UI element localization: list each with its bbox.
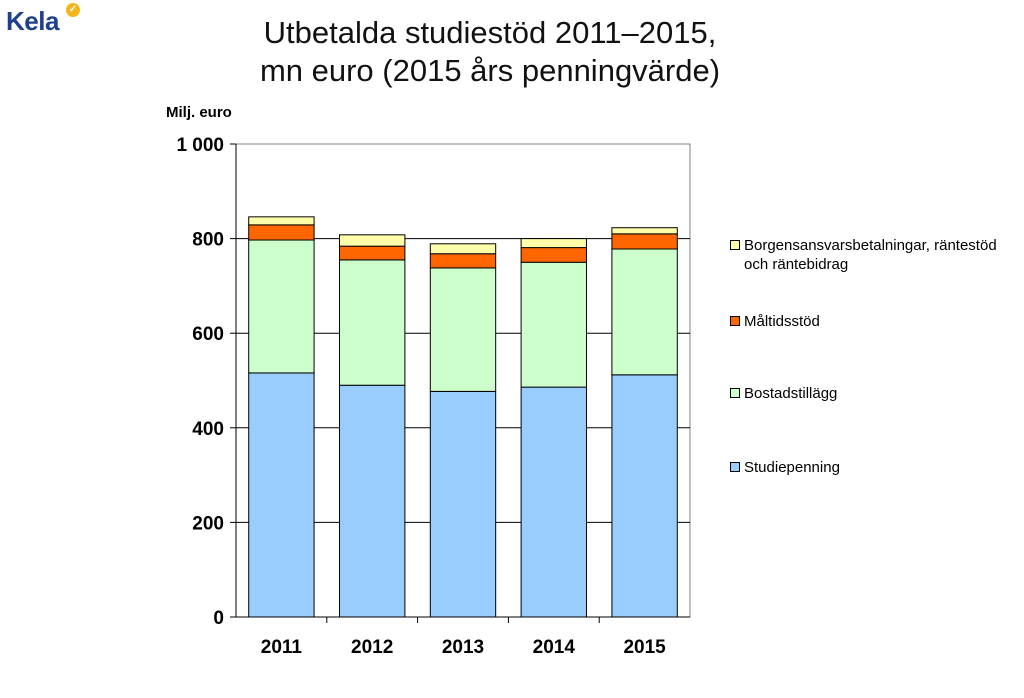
kela-logo: Kela ✓ bbox=[6, 2, 86, 42]
legend-swatch bbox=[730, 462, 740, 472]
legend-label: Bostadstillägg bbox=[744, 385, 838, 402]
bar-segment bbox=[339, 384, 406, 618]
bar-segment bbox=[520, 261, 587, 388]
bar-segment bbox=[429, 253, 497, 269]
bar-segment bbox=[248, 224, 315, 241]
chart-title-line-1: Utbetalda studiestöd 2011–2015, bbox=[263, 15, 717, 50]
x-tick-label: 2015 bbox=[623, 637, 666, 658]
bar-segment bbox=[248, 239, 315, 374]
legend-label: Studiepenning bbox=[744, 459, 840, 476]
bar-segment bbox=[520, 247, 587, 263]
bar-segment bbox=[520, 386, 587, 618]
legend-label: Borgensansvarsbetalningar, räntestöd och… bbox=[744, 237, 997, 273]
legend-swatch bbox=[730, 240, 740, 250]
y-tick-label: 600 bbox=[192, 324, 224, 345]
bar-segment bbox=[248, 372, 315, 618]
y-axis-label: Milj. euro bbox=[166, 104, 232, 121]
y-tick-label: 200 bbox=[192, 513, 224, 534]
logo-text: Kela bbox=[6, 6, 59, 36]
bar-segment bbox=[611, 233, 678, 250]
bar-segment bbox=[520, 238, 587, 249]
bar-segment bbox=[339, 234, 406, 247]
bar-segment bbox=[339, 259, 406, 386]
x-tick-label: 2013 bbox=[442, 637, 484, 658]
x-tick-label: 2014 bbox=[533, 637, 576, 658]
legend-label: Måltidsstöd bbox=[744, 313, 820, 330]
chart-title-line-2: mn euro (2015 års penningvärde) bbox=[259, 53, 721, 88]
bar-segment bbox=[611, 227, 678, 235]
bar-segment bbox=[429, 267, 497, 392]
chart-title: Utbetalda studiestöd 2011–2015, mn euro … bbox=[150, 14, 830, 90]
x-tick-label: 2012 bbox=[351, 637, 393, 658]
x-tick-label: 2011 bbox=[261, 637, 303, 658]
bar-segment bbox=[429, 243, 497, 255]
logo-badge-icon: ✓ bbox=[66, 3, 80, 17]
bar-segment bbox=[611, 248, 678, 376]
bar-segment bbox=[248, 216, 315, 226]
bar-segment bbox=[339, 245, 406, 261]
legend-swatch bbox=[730, 316, 740, 326]
y-tick-label: 0 bbox=[213, 608, 224, 629]
bar-segment bbox=[429, 390, 497, 618]
legend-swatch bbox=[730, 388, 740, 398]
y-tick-label: 800 bbox=[192, 230, 224, 251]
y-tick-label: 400 bbox=[192, 419, 224, 440]
y-tick-label: 1 000 bbox=[176, 135, 224, 156]
bar-segment bbox=[611, 374, 678, 618]
